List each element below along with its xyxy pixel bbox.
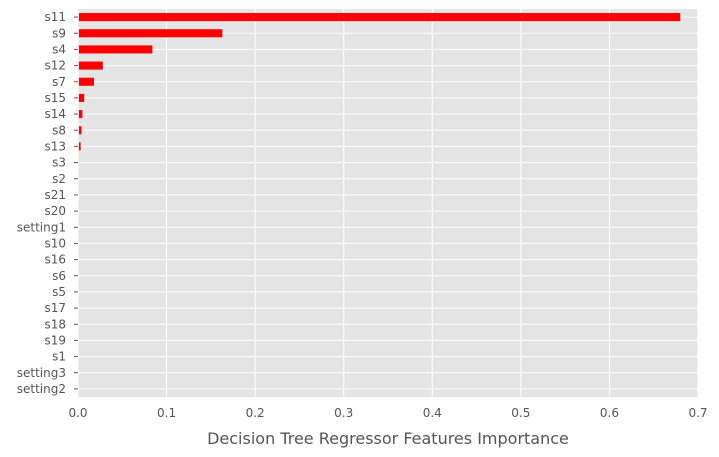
y-tick-label-s16: s16 <box>44 253 66 267</box>
x-tick-label: 0.3 <box>334 406 353 420</box>
x-tick-label: 0.4 <box>423 406 442 420</box>
y-tick-label-s1: s1 <box>52 350 66 364</box>
y-tick-label-s12: s12 <box>44 59 66 73</box>
y-tick-label-s4: s4 <box>52 42 66 56</box>
y-tick-label-setting2: setting2 <box>17 382 66 396</box>
bar-s11 <box>79 13 681 22</box>
y-tick-label-setting3: setting3 <box>17 366 66 380</box>
x-axis-title: Decision Tree Regressor Features Importa… <box>207 429 569 448</box>
y-tick-label-s3: s3 <box>52 156 66 170</box>
y-tick-label-s7: s7 <box>52 75 66 89</box>
x-tick-label: 0.5 <box>511 406 530 420</box>
y-tick-label-s5: s5 <box>52 285 66 299</box>
y-tick-label-s19: s19 <box>44 333 66 347</box>
y-tick-label-s6: s6 <box>52 269 66 283</box>
plot-background <box>78 9 698 397</box>
x-tick-label: 0.1 <box>157 406 176 420</box>
y-tick-labels: s11 s9 s4 s12 s7 s15 s14 s8 s13 s3 s2 s21 s20 setting… <box>17 10 78 396</box>
y-tick-label-s13: s13 <box>44 139 66 153</box>
y-tick-label-s10: s10 <box>44 236 66 250</box>
y-tick-label-s15: s15 <box>44 91 66 105</box>
x-tick-label: 0.7 <box>688 406 707 420</box>
bar-s15 <box>79 93 85 102</box>
bar-s12 <box>79 61 103 70</box>
bar-s9 <box>79 29 223 38</box>
y-tick-label-setting1: setting1 <box>17 220 66 234</box>
y-tick-label-s20: s20 <box>44 204 66 218</box>
bars <box>79 13 681 151</box>
bar-s4 <box>79 45 153 54</box>
bar-s13 <box>79 142 81 151</box>
y-tick-label-s8: s8 <box>52 123 66 137</box>
y-tick-label-s17: s17 <box>44 301 66 315</box>
y-tick-label-s11: s11 <box>44 10 66 24</box>
x-tick-label: 0.0 <box>68 406 87 420</box>
y-tick-label-s18: s18 <box>44 317 66 331</box>
bar-s14 <box>79 110 83 119</box>
y-tick-label-s9: s9 <box>52 26 66 40</box>
grid-lines <box>77 9 699 397</box>
y-tick-label-s2: s2 <box>52 172 66 186</box>
x-tick-label: 0.6 <box>600 406 619 420</box>
x-tick-label: 0.2 <box>246 406 265 420</box>
x-tick-labels: 0.0 0.1 0.2 0.3 0.4 0.5 0.6 0.7 <box>68 406 707 420</box>
bar-s7 <box>79 77 94 86</box>
y-tick-label-s21: s21 <box>44 188 66 202</box>
y-tick-label-s14: s14 <box>44 107 66 121</box>
bar-s8 <box>79 126 82 135</box>
